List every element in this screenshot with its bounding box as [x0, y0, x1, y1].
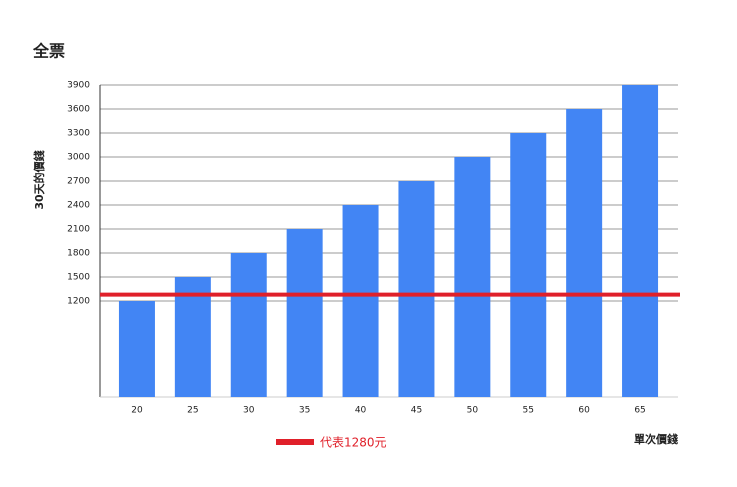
y-tick-label: 2400 — [67, 201, 90, 211]
x-tick-label: 45 — [411, 406, 422, 416]
bar — [566, 109, 603, 397]
bar — [622, 85, 659, 397]
x-tick-label: 20 — [131, 406, 143, 416]
y-tick-label: 1500 — [67, 273, 90, 283]
x-tick-label: 55 — [523, 406, 534, 416]
y-tick-label: 3000 — [67, 153, 90, 163]
y-tick-label: 3600 — [67, 105, 90, 115]
x-tick-label: 30 — [243, 406, 255, 416]
x-tick-label: 50 — [467, 406, 479, 416]
legend-swatch — [276, 439, 314, 445]
x-tick-label: 35 — [299, 406, 310, 416]
bar — [118, 301, 155, 397]
y-axis-label: 30天的價錢 — [32, 150, 46, 209]
legend-label: 代表1280元 — [320, 436, 387, 450]
y-tick-label: 1200 — [67, 297, 90, 307]
y-tick-label: 1800 — [67, 249, 90, 259]
bar — [174, 277, 211, 397]
x-tick-label: 65 — [634, 406, 645, 416]
y-tick-label: 2100 — [67, 225, 90, 235]
bar — [230, 253, 267, 397]
bar — [342, 205, 379, 397]
y-tick-label: 3900 — [67, 81, 90, 91]
y-tick-label: 2700 — [67, 177, 90, 187]
chart-title: 全票 — [32, 42, 65, 61]
y-tick-label: 3300 — [67, 129, 90, 139]
bar — [454, 157, 491, 397]
x-tick-label: 40 — [355, 406, 367, 416]
x-axis-label: 單次價錢 — [634, 432, 678, 446]
bar — [510, 133, 547, 397]
bar — [398, 181, 435, 397]
x-tick-label: 60 — [578, 406, 590, 416]
x-tick-label: 25 — [187, 406, 198, 416]
bar — [286, 229, 323, 397]
